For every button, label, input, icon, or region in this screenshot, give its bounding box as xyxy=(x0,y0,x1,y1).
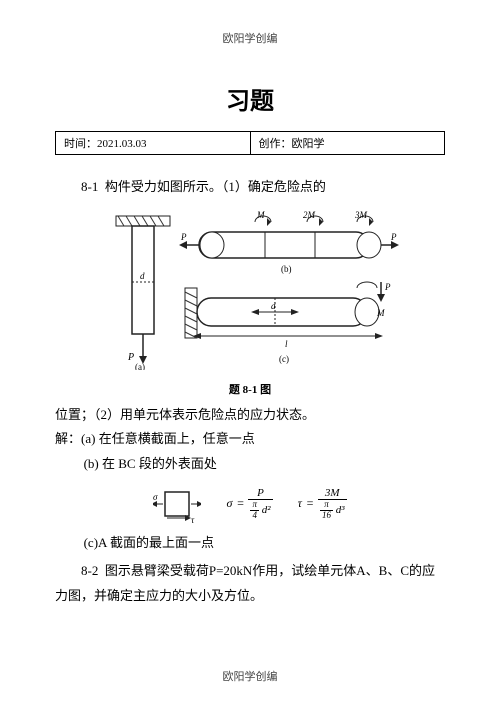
tau-sym: τ xyxy=(298,496,302,511)
fig-c-M: M xyxy=(376,308,385,318)
stress-element-icon: σ τ xyxy=(153,483,201,525)
footer-brand: 欧阳学创编 xyxy=(0,668,500,684)
eq1: = xyxy=(236,496,244,511)
meta-author-label: 创作： xyxy=(259,138,292,150)
formula-sigma: σ = P π4 d² xyxy=(226,487,272,521)
meta-time-label: 时间： xyxy=(64,138,97,150)
tau-num: 3M xyxy=(318,487,347,500)
sigma-den: π4 d² xyxy=(248,500,272,521)
solution-c: (c)A 截面的最上面一点 xyxy=(84,531,445,556)
problem-8-2-text: 图示悬臂梁受载荷P=20kN作用，试绘单元体A、B、C的应力图，并确定主应力的大… xyxy=(55,563,435,603)
formula-tau: τ = 3M π16 d³ xyxy=(298,487,347,521)
meta-time-value: 2021.03.03 xyxy=(97,138,147,150)
fig-a-label: (a) xyxy=(135,362,145,370)
problem-8-1-line1: 8-1 构件受力如图所示。（1）确定危险点的 xyxy=(55,175,445,200)
fig-a-d: d xyxy=(140,271,145,281)
sigma-sym: σ xyxy=(226,496,232,511)
meta-row: 时间：2021.03.03 创作：欧阳学 xyxy=(55,131,445,155)
header-brand: 欧阳学创编 xyxy=(55,30,445,46)
fig-b-Pr: P xyxy=(390,232,397,242)
fig-b-3M: 3M xyxy=(354,210,368,220)
page-title: 习题 xyxy=(55,81,445,116)
fig-a-P: P xyxy=(127,352,134,363)
meta-author-value: 欧阳学 xyxy=(292,138,325,150)
figure-caption: 题 8-1 图 xyxy=(55,381,445,397)
fig-c-P: P xyxy=(384,282,391,292)
fig-b-label: (b) xyxy=(281,264,292,274)
problem-8-1-label: 8-1 xyxy=(81,179,98,194)
meta-author: 创作：欧阳学 xyxy=(251,132,445,154)
problem-8-1-line2: 位置；（2）用单元体表示危险点的应力状态。 xyxy=(55,403,445,428)
figure-8-1: d P (a) M 2M xyxy=(55,210,445,375)
sigma-num: P xyxy=(248,487,272,500)
solution-prefix: 解： xyxy=(55,431,81,446)
formula-row: σ τ σ = P π4 d² τ = 3M π16 d³ xyxy=(55,483,445,525)
tau-den: π16 d³ xyxy=(318,500,347,521)
solution-b: (b) 在 BC 段的外表面处 xyxy=(84,452,445,477)
eq2: = xyxy=(306,496,314,511)
svg-text:σ: σ xyxy=(153,492,158,502)
meta-time: 时间：2021.03.03 xyxy=(56,132,251,154)
svg-text:τ: τ xyxy=(191,515,195,525)
problem-8-2: 8-2 图示悬臂梁受载荷P=20kN作用，试绘单元体A、B、C的应力图，并确定主… xyxy=(55,559,445,608)
solution-a-text: (a) 在任意横截面上，任意一点 xyxy=(81,431,255,446)
fig-b-M: M xyxy=(256,210,265,220)
problem-8-2-label: 8-2 xyxy=(81,563,98,578)
fig-c-label: (c) xyxy=(279,354,289,364)
fig-b-2M: 2M xyxy=(303,210,316,220)
fig-c-l: l xyxy=(285,339,288,349)
solution-a: 解：(a) 在任意横截面上，任意一点 xyxy=(55,427,445,452)
fig-b-Pl: P xyxy=(180,232,187,242)
problem-8-1-text1: 构件受力如图所示。（1）确定危险点的 xyxy=(105,179,326,194)
fig-c-d: d xyxy=(271,301,276,311)
